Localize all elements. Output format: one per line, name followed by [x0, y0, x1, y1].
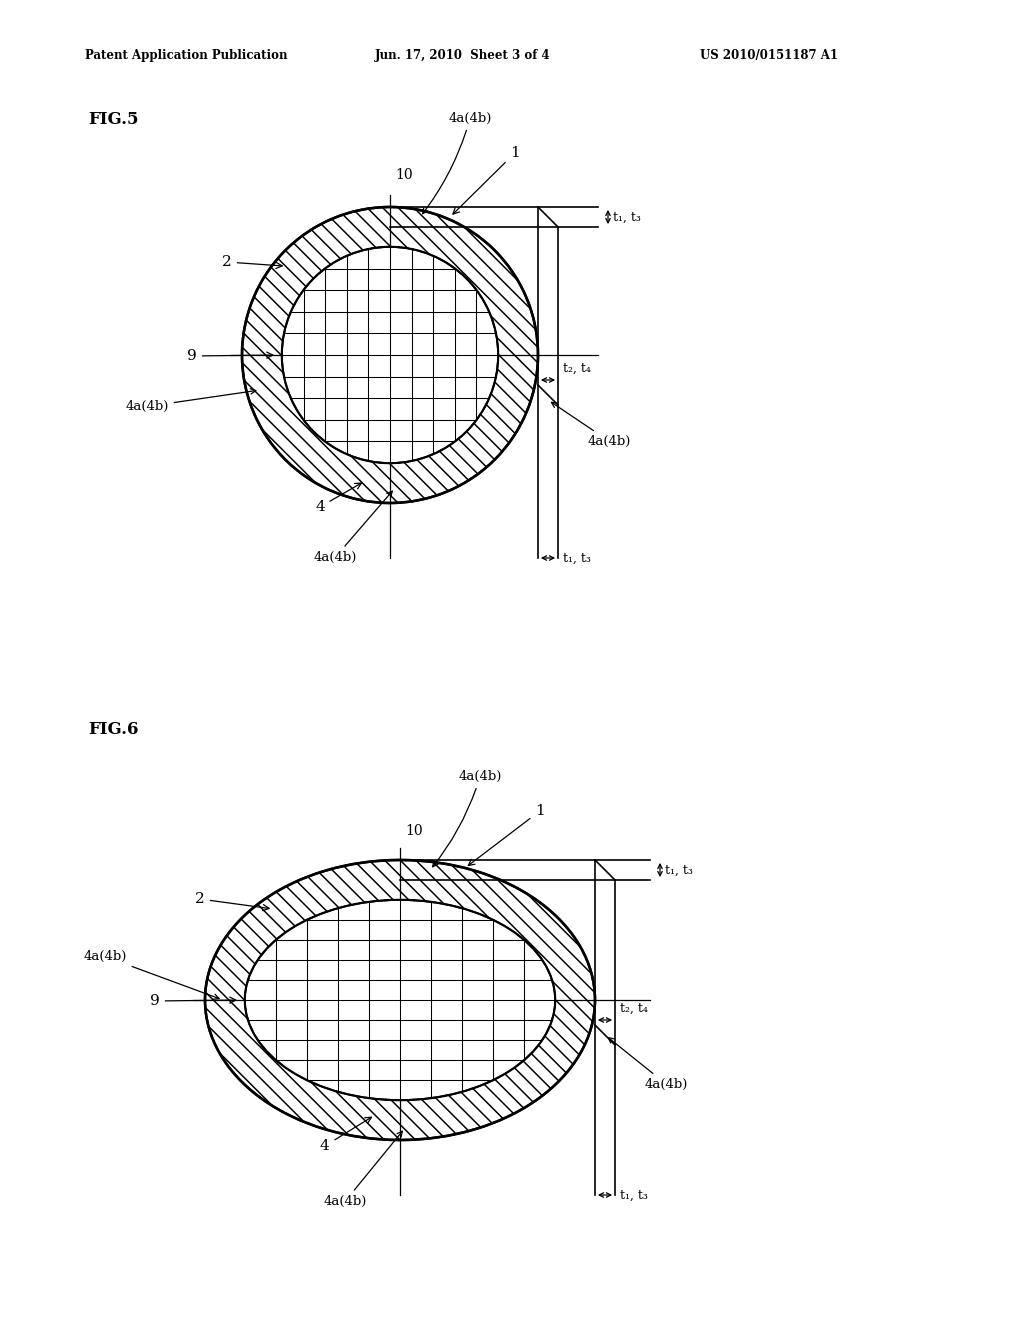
- Text: FIG.5: FIG.5: [88, 111, 138, 128]
- Text: 4a(4b): 4a(4b): [432, 770, 502, 867]
- Text: t₂, t₄: t₂, t₄: [620, 1002, 648, 1015]
- Text: 4a(4b): 4a(4b): [313, 491, 392, 564]
- Text: US 2010/0151187 A1: US 2010/0151187 A1: [700, 49, 838, 62]
- Text: 4a(4b): 4a(4b): [324, 1131, 402, 1208]
- Text: 2: 2: [222, 255, 283, 269]
- Text: 4a(4b): 4a(4b): [423, 112, 492, 214]
- Text: Patent Application Publication: Patent Application Publication: [85, 49, 288, 62]
- Text: 4a(4b): 4a(4b): [552, 403, 632, 447]
- Text: 10: 10: [395, 168, 413, 182]
- Text: 4a(4b): 4a(4b): [608, 1038, 688, 1092]
- Text: t₁, t₃: t₁, t₃: [613, 210, 641, 223]
- Text: FIG.6: FIG.6: [88, 722, 138, 738]
- PathPatch shape: [205, 861, 595, 1140]
- Text: t₁, t₃: t₁, t₃: [563, 552, 591, 565]
- Text: 9: 9: [187, 348, 272, 363]
- Text: t₁, t₃: t₁, t₃: [665, 863, 693, 876]
- Text: t₂, t₄: t₂, t₄: [563, 362, 591, 375]
- Text: 4: 4: [315, 483, 361, 513]
- Text: 10: 10: [406, 824, 423, 838]
- Text: 1: 1: [453, 147, 520, 214]
- Text: 4a(4b): 4a(4b): [125, 389, 256, 413]
- Text: Jun. 17, 2010  Sheet 3 of 4: Jun. 17, 2010 Sheet 3 of 4: [375, 49, 551, 62]
- Text: t₁, t₃: t₁, t₃: [620, 1188, 648, 1201]
- Text: 9: 9: [150, 994, 236, 1008]
- Circle shape: [282, 247, 498, 463]
- Text: 2: 2: [195, 892, 269, 911]
- Text: 1: 1: [468, 804, 545, 866]
- PathPatch shape: [242, 207, 538, 503]
- Ellipse shape: [245, 900, 555, 1100]
- Text: 4a(4b): 4a(4b): [83, 950, 219, 999]
- Text: 4: 4: [319, 1117, 372, 1152]
